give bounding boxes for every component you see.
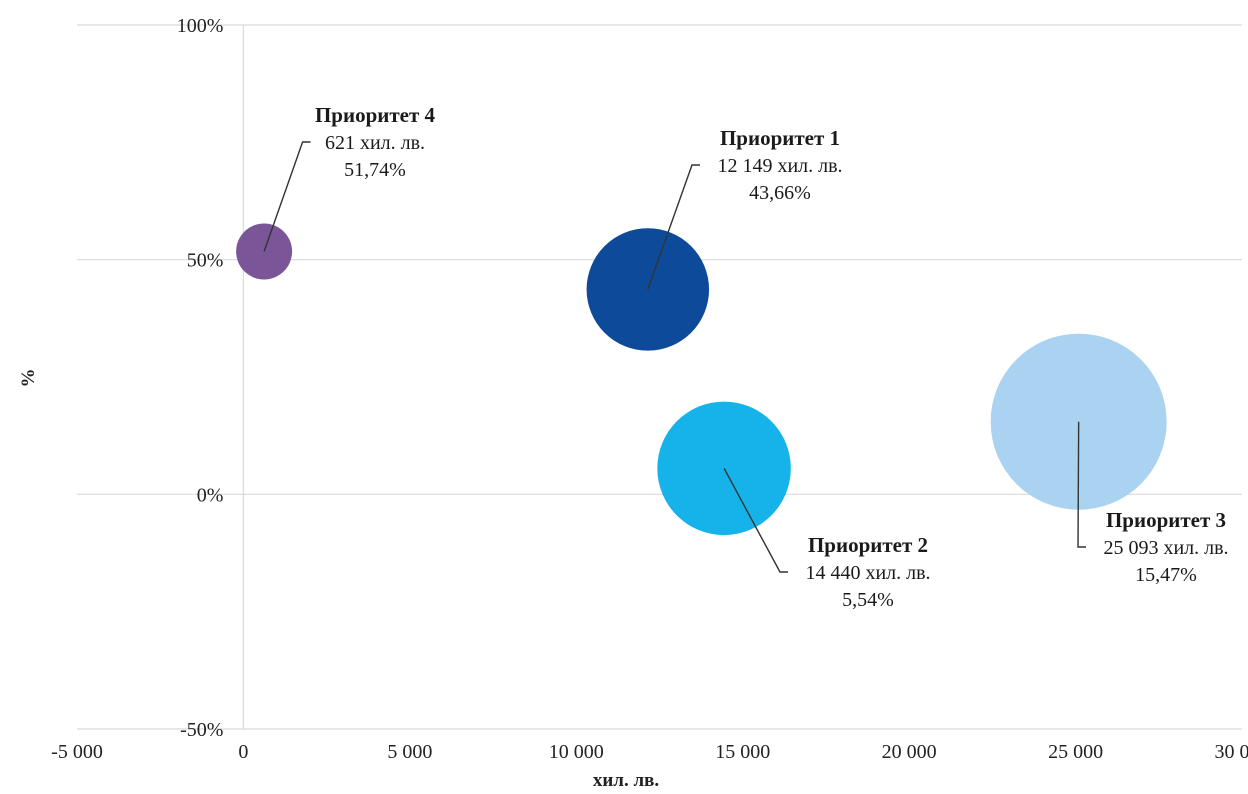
x-axis-title: хил. лв. xyxy=(593,770,659,791)
leader-line xyxy=(263,141,311,252)
leader-line xyxy=(647,164,700,290)
y-tick-labels: -50% 0% 50% 100% xyxy=(177,15,224,741)
y-axis-title: % xyxy=(18,369,39,388)
leader-line xyxy=(723,467,788,573)
x-tick-label: 20 000 xyxy=(882,741,937,763)
bubbles xyxy=(236,223,1167,536)
data-label-name: Приоритет 3 xyxy=(1106,508,1226,532)
x-tick-label: 25 000 xyxy=(1048,741,1103,763)
y-tick-label: 0% xyxy=(197,484,224,506)
y-tick-label: 100% xyxy=(177,15,224,37)
x-tick-label: 10 000 xyxy=(549,741,604,763)
data-label-name: Приоритет 1 xyxy=(720,126,840,150)
leader-lines xyxy=(263,141,1086,573)
data-label-value: 14 440 хил. лв. xyxy=(805,562,930,584)
data-label-percent: 51,74% xyxy=(344,159,406,181)
leader-line xyxy=(1077,421,1086,548)
data-label-percent: 43,66% xyxy=(749,182,811,204)
x-tick-label: 30 000 xyxy=(1215,741,1248,763)
data-label-percent: 15,47% xyxy=(1135,564,1197,586)
data-label-percent: 5,54% xyxy=(842,589,894,611)
x-tick-label: 5 000 xyxy=(387,741,432,763)
x-tick-label: 0 xyxy=(238,741,248,763)
x-tick-label: 15 000 xyxy=(715,741,770,763)
y-tick-label: -50% xyxy=(180,719,223,741)
data-label-name: Приоритет 4 xyxy=(315,103,436,127)
x-tick-labels: -5 000 0 5 000 10 000 15 000 20 000 25 000 30 0… xyxy=(51,741,1248,763)
data-label-value: 25 093 хил. лв. xyxy=(1103,537,1228,559)
x-tick-label: -5 000 xyxy=(51,741,103,763)
y-tick-label: 50% xyxy=(187,250,224,272)
data-label-name: Приоритет 2 xyxy=(808,533,928,557)
data-label-value: 12 149 хил. лв. xyxy=(717,155,842,177)
data-label-value: 621 хил. лв. xyxy=(325,132,425,154)
data-labels: Приоритет 1 12 149 хил. лв. 43,66% Приорите… xyxy=(315,103,1229,611)
